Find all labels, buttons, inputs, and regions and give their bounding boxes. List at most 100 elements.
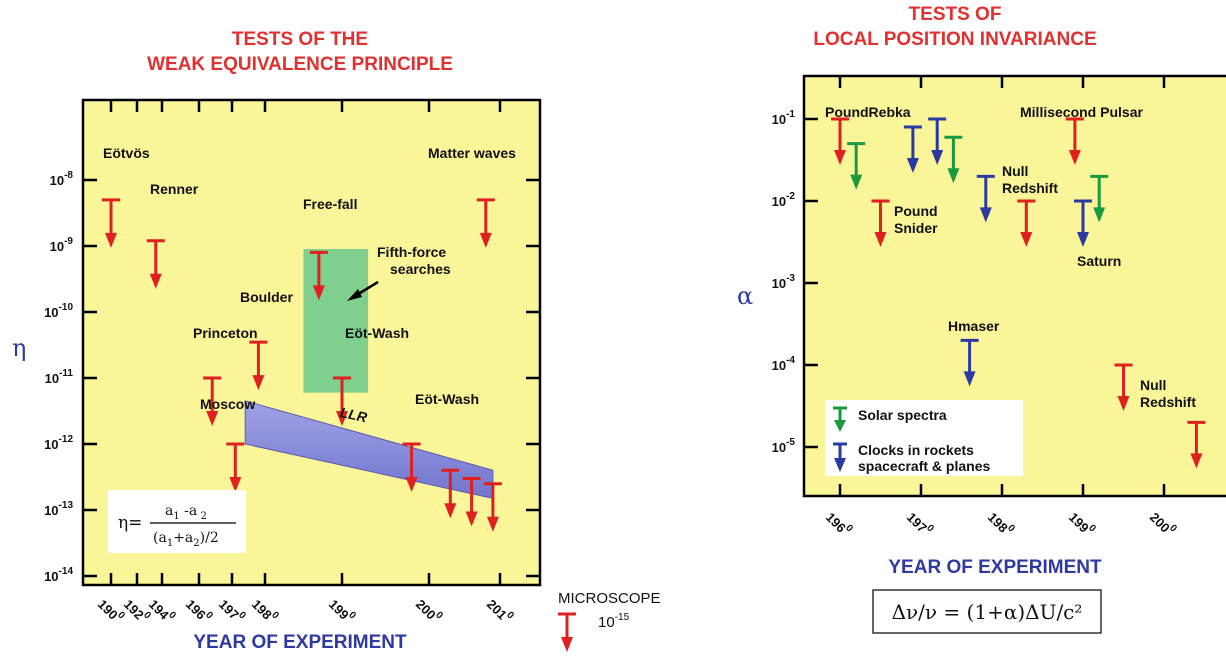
lpi-arrow-0-0 [831,117,849,165]
wep-arrow-8 [441,468,460,519]
lpi-arrow-2-2 [976,174,995,223]
lpi-arrow-2-0-head [906,157,919,173]
legend-background [825,400,1023,476]
label-pound-1: Pound [894,203,938,219]
lpi-axis-ticks [804,76,1166,496]
microscope-label: MICROSCOPE [558,590,661,607]
lpi-arrow-1-1-head [947,168,960,184]
label-renner: Renner [150,181,199,197]
lpi-ytick-label: 10-4 [772,355,796,373]
legend-green-arrow [833,406,847,432]
wep-xtick-label: 1900 [95,594,127,626]
wep-arrow-9-head [465,511,478,527]
legend-clocks-line-2: spacecraft & planes [858,458,990,474]
lpi-xtick-label: 1960 [823,507,855,539]
formula-background [108,490,246,553]
lpi-ytick-label: 10-1 [772,109,796,127]
label-boulder: Boulder [240,289,293,305]
label-fifth-force-2: searches [390,261,451,277]
lpi-arrow-0-1-head [874,232,887,247]
lpi-xtick-label: 2000 [1147,507,1179,539]
wep-arrow-10 [483,482,502,532]
wep-arrow-3 [226,442,245,492]
wep-arrow-0-head [105,232,117,248]
lpi-arrow-2-2-head [979,207,992,223]
lpi-formula-box [872,589,1102,634]
label-null-redshift-1b: Redshift [1002,180,1058,196]
lpi-arrow-2-3-head [963,371,976,387]
lpi-arrow-2-0 [903,125,922,173]
lpi-arrow-0-5 [1187,420,1206,469]
lpi-arrow-0-3-head [1068,150,1081,165]
label-millisecond-pulsar: Millisecond Pulsar [1020,104,1143,120]
label-null-redshift-2a: Null [1140,377,1166,393]
wep-arrow-5-head [312,285,325,301]
lpi-arrow-2-1 [928,117,947,165]
wep-arrow-4 [249,340,268,391]
label-eot-wash-1: Eöt-Wash [345,325,409,341]
wep-limit-arrows [102,198,502,532]
label-fifth-force-1: Fifth-force [377,244,446,260]
wep-arrow-5 [309,250,328,301]
wep-x-axis-label: YEAR OF EXPERIMENT [193,632,407,653]
lpi-ytick-label: 10-5 [772,437,796,455]
wep-xtick-label: 2010 [484,594,516,626]
wep-y-axis-label: η [12,334,26,362]
wep-arrow-0 [102,198,120,248]
microscope-arrow-head [561,637,573,652]
legend-green-head [834,420,846,432]
lpi-arrow-0-1 [871,199,890,247]
wep-arrow-1-head [149,273,162,289]
label-eotvos: Eötvös [103,145,150,161]
wep-xtick-label: 2000 [413,594,445,626]
wep-arrow-11 [476,198,495,248]
wep-arrow-8-head [444,503,457,519]
lpi-arrow-1-2 [1090,174,1109,223]
lpi-arrow-1-0 [847,142,866,190]
lpi-ytick-label: 10-2 [772,191,796,209]
lpi-title-line-2: LOCAL POSITION INVARIANCE [813,29,1096,50]
wep-arrow-6-head [336,411,348,426]
wep-xtick-label: 1970 [216,594,248,626]
lpi-arrow-1-2-head [1093,207,1106,223]
wep-ytick-label: 10-13 [44,500,73,518]
wep-y-tick-labels: 10-8 10-9 10-10 10-11 10-12 10-13 10-14 [44,170,73,584]
wep-ytick-label: 10-14 [44,566,73,584]
fifth-force-box [303,249,369,393]
lpi-arrow-0-4-head [1117,396,1130,411]
wep-arrow-9 [462,477,481,527]
lpi-title-line-1: TESTS OF [909,4,1002,25]
label-llr: LLR [339,404,370,425]
lpi-formula: Δν/ν = (1+α)ΔU/c² [872,589,1102,634]
wep-title-line-2: WEAK EQUIVALENCE PRINCIPLE [147,54,453,75]
wep-xtick-label: 1960 [183,594,215,626]
label-poundrebka: PoundRebka [825,104,911,120]
lpi-arrow-2-4-head [1077,232,1089,247]
lpi-arrow-0-2-head [1020,232,1033,247]
wep-ytick-label: 10-9 [50,236,74,254]
lpi-arrow-2-1-head [931,150,944,165]
wep-arrow-1 [146,239,165,289]
lpi-xtick-label: 1970 [904,507,936,539]
label-moscow: Moscow [200,396,255,412]
wep-ytick-label: 10-12 [44,434,73,452]
lpi-x-tick-labels: 1960 1970 1980 1990 2000 [823,507,1179,539]
lpi-arrow-0-4 [1114,363,1133,411]
lpi-xtick-label: 1980 [985,507,1017,539]
legend-blue-head [834,458,846,472]
lpi-legend: Solar spectra Clocks in rockets spacecra… [825,400,1023,476]
legend-solar-spectra: Solar spectra [858,407,947,423]
wep-arrow-7-head [405,477,418,492]
label-null-redshift-1a: Null [1002,163,1028,179]
lpi-arrow-2-4 [1074,199,1092,247]
formula-lhs: η= [118,513,142,533]
lpi-arrow-1-1 [944,135,963,184]
lpi-arrow-0-5-head [1190,453,1203,469]
legend-blue-arrow [833,442,847,472]
legend-clocks-line-1: Clocks in rockets [858,442,974,458]
wep-chart: TESTS OF THE WEAK EQUIVALENCE PRINCIPLE … [12,29,661,653]
label-eot-wash-2: Eöt-Wash [415,391,479,407]
wep-xtick-label: 1980 [249,594,281,626]
fifth-force-pointer-head [347,289,362,301]
